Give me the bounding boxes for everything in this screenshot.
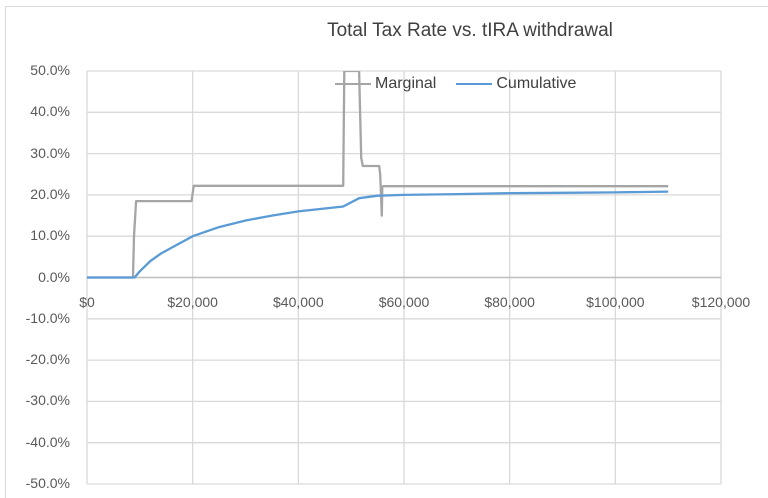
y-tick-label: -40.0% — [25, 433, 70, 450]
x-tick-label: $40,000 — [273, 293, 324, 310]
legend-item-marginal: Marginal — [335, 75, 436, 93]
legend-label-marginal: Marginal — [375, 75, 437, 92]
x-tick-label: $100,000 — [586, 293, 645, 310]
chart-title: Total Tax Rate vs. tIRA withdrawal — [327, 20, 613, 41]
x-tick-label: $20,000 — [167, 293, 218, 310]
y-tick-label: 10.0% — [30, 227, 70, 244]
y-tick-label: 0.0% — [38, 268, 70, 285]
series-line-marginal[interactable] — [87, 71, 669, 279]
y-tick-label: 20.0% — [30, 185, 70, 202]
x-tick-label: $120,000 — [691, 293, 751, 310]
y-tick-label: -10.0% — [25, 309, 70, 326]
y-tick-label: -30.0% — [25, 392, 70, 409]
y-tick-label: -50.0% — [25, 475, 70, 491]
y-tick-label: -20.0% — [25, 351, 70, 368]
cumulative-swatch-icon — [456, 83, 493, 85]
x-tick-label: $60,000 — [378, 293, 430, 310]
y-tick-label: 40.0% — [30, 103, 70, 120]
legend-label-cumulative: Cumulative — [496, 75, 577, 92]
marginal-swatch-icon — [335, 83, 371, 85]
x-tick-label: $0 — [79, 293, 95, 310]
x-tick-label: $80,000 — [484, 293, 535, 310]
series-line-cumulative[interactable] — [87, 190, 669, 279]
y-tick-label: 30.0% — [30, 144, 70, 161]
y-tick-label: 50.0% — [30, 62, 70, 78]
legend-item-cumulative: Cumulative — [456, 75, 576, 93]
legend: Marginal Cumulative — [335, 75, 590, 93]
chart-container[interactable] — [5, 6, 768, 498]
